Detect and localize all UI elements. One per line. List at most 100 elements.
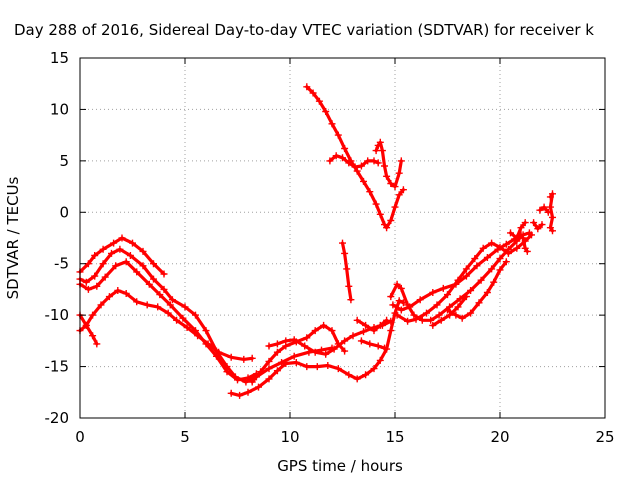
data-point (311, 327, 319, 335)
data-point (530, 219, 538, 227)
data-point (389, 301, 397, 309)
data-point (204, 340, 212, 348)
data-point (372, 200, 380, 208)
series-trace (374, 140, 403, 189)
data-point (477, 276, 485, 284)
data-point (248, 354, 256, 362)
data-point (376, 356, 384, 364)
data-point (173, 316, 181, 324)
data-point (546, 203, 554, 211)
data-series (519, 234, 531, 255)
y-tick-label: 0 (59, 203, 69, 221)
y-tick-label: -20 (45, 409, 70, 427)
data-point (110, 239, 118, 247)
data-point (192, 311, 199, 319)
data-point (343, 265, 351, 273)
data-point (523, 247, 531, 255)
data-point (406, 303, 414, 311)
data-point (410, 311, 418, 319)
data-point (418, 316, 426, 324)
data-series (339, 239, 355, 304)
data-point (502, 258, 510, 266)
data-point (399, 186, 407, 194)
y-tick-label: -5 (54, 255, 69, 273)
data-point (322, 108, 330, 115)
data-point (391, 183, 399, 191)
data-point (353, 167, 361, 175)
data-point (179, 314, 187, 322)
data-point (383, 172, 391, 180)
data-point (540, 203, 548, 211)
series-trace (389, 231, 531, 322)
data-point (353, 375, 361, 383)
data-point (496, 266, 504, 274)
data-point (462, 272, 470, 280)
series-trace (305, 85, 405, 230)
data-point (265, 342, 273, 350)
series-layer (76, 83, 556, 399)
y-axis-label: SDTVAR / TECUs (4, 176, 22, 299)
data-point (374, 159, 382, 167)
data-point (330, 345, 338, 353)
data-point (244, 374, 252, 382)
data-point (303, 334, 311, 342)
data-point (143, 301, 151, 309)
data-point (376, 138, 384, 146)
data-point (471, 255, 479, 263)
plot-frame (79, 57, 606, 419)
data-point (313, 363, 321, 371)
chart-title: Day 288 of 2016, Sidereal Day-to-day VTE… (14, 21, 594, 39)
y-tick-label: 15 (50, 49, 69, 67)
data-point (265, 365, 273, 373)
data-point (320, 321, 328, 329)
data-point (429, 321, 437, 329)
data-point (311, 348, 319, 356)
data-series (507, 219, 529, 242)
data-point (483, 254, 491, 261)
data-point (439, 284, 447, 292)
data-point (395, 191, 403, 199)
data-point (150, 275, 157, 283)
data-point (273, 367, 281, 375)
data-series (357, 337, 388, 352)
data-series (444, 258, 510, 322)
data-series (76, 258, 260, 384)
data-point (223, 368, 231, 376)
data-point (84, 260, 92, 268)
series-trace (250, 323, 347, 384)
data-series (227, 297, 407, 399)
data-point (370, 365, 378, 373)
data-point (97, 301, 105, 309)
data-point (433, 301, 441, 309)
data-series (76, 287, 256, 363)
data-point (334, 365, 342, 373)
data-point (84, 285, 92, 293)
data-point (376, 210, 384, 218)
data-point (282, 337, 290, 345)
y-tick-label: 5 (59, 152, 69, 170)
data-point (387, 317, 395, 325)
data-point (416, 296, 424, 304)
data-series (265, 317, 395, 358)
data-point (435, 311, 443, 319)
data-point (273, 340, 281, 348)
data-point (360, 177, 367, 185)
data-point (381, 162, 388, 170)
series-trace (508, 221, 527, 240)
data-point (513, 234, 521, 242)
data-point (412, 315, 420, 323)
data-point (362, 371, 370, 379)
data-point (454, 276, 462, 284)
data-point (341, 347, 349, 355)
data-point (328, 120, 336, 128)
data-point (376, 321, 384, 329)
series-trace (78, 260, 258, 382)
data-point (93, 340, 101, 348)
data-point (168, 296, 176, 304)
data-point (91, 252, 99, 259)
data-point (357, 337, 365, 345)
data-point (427, 316, 435, 324)
data-point (458, 314, 466, 322)
data-point (483, 289, 491, 296)
